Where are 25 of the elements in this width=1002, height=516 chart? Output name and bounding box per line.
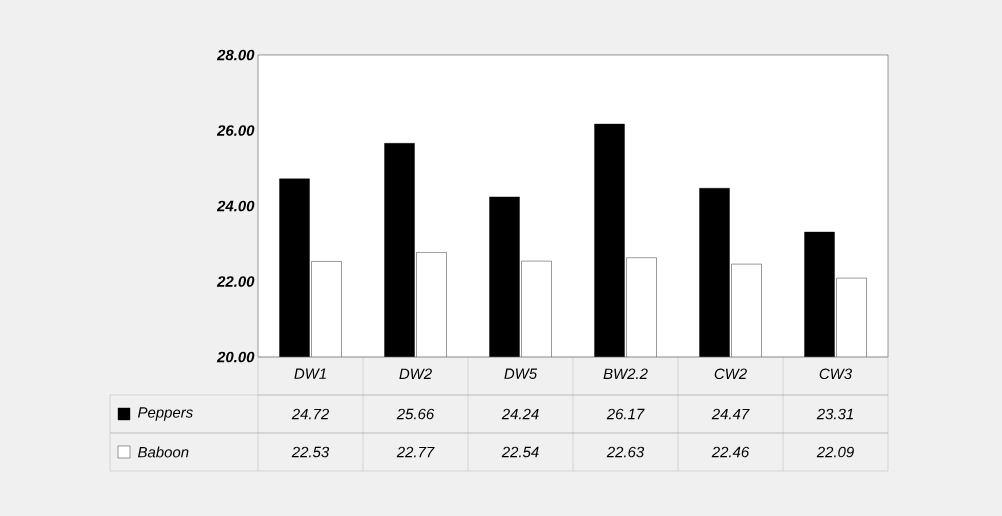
legend-label: Peppers xyxy=(137,407,193,421)
x-tick-label: CW3 xyxy=(819,368,852,380)
x-tick-label: CW2 xyxy=(714,368,747,380)
data-label: 25.66 xyxy=(396,408,435,420)
data-label: 22.53 xyxy=(291,446,330,458)
y-tick-label: 24.00 xyxy=(216,200,255,212)
x-tick-label: DW5 xyxy=(504,368,538,379)
y-tick-label: 20.00 xyxy=(216,351,255,363)
y-tick-label: 28.00 xyxy=(216,49,255,61)
legend-label: Baboon xyxy=(137,446,189,458)
y-tick-label: 26.00 xyxy=(216,125,255,136)
data-label: 23.31 xyxy=(816,408,853,420)
data-label: 22.09 xyxy=(816,446,854,458)
data-label: 22.63 xyxy=(606,446,645,458)
y-tick-label: 22.00 xyxy=(216,276,255,287)
data-label: 24.72 xyxy=(291,408,329,420)
data-label: 22.54 xyxy=(501,446,539,458)
data-label: 22.46 xyxy=(711,446,750,458)
data-label: 24.24 xyxy=(501,408,539,420)
x-tick-label: DW1 xyxy=(294,368,326,379)
data-label: 24.47 xyxy=(711,408,750,420)
x-tick-label: BW2.2 xyxy=(603,368,648,379)
x-tick-label: DW2 xyxy=(399,368,432,379)
data-label: 22.77 xyxy=(396,446,435,458)
data-label: 26.17 xyxy=(606,408,645,420)
